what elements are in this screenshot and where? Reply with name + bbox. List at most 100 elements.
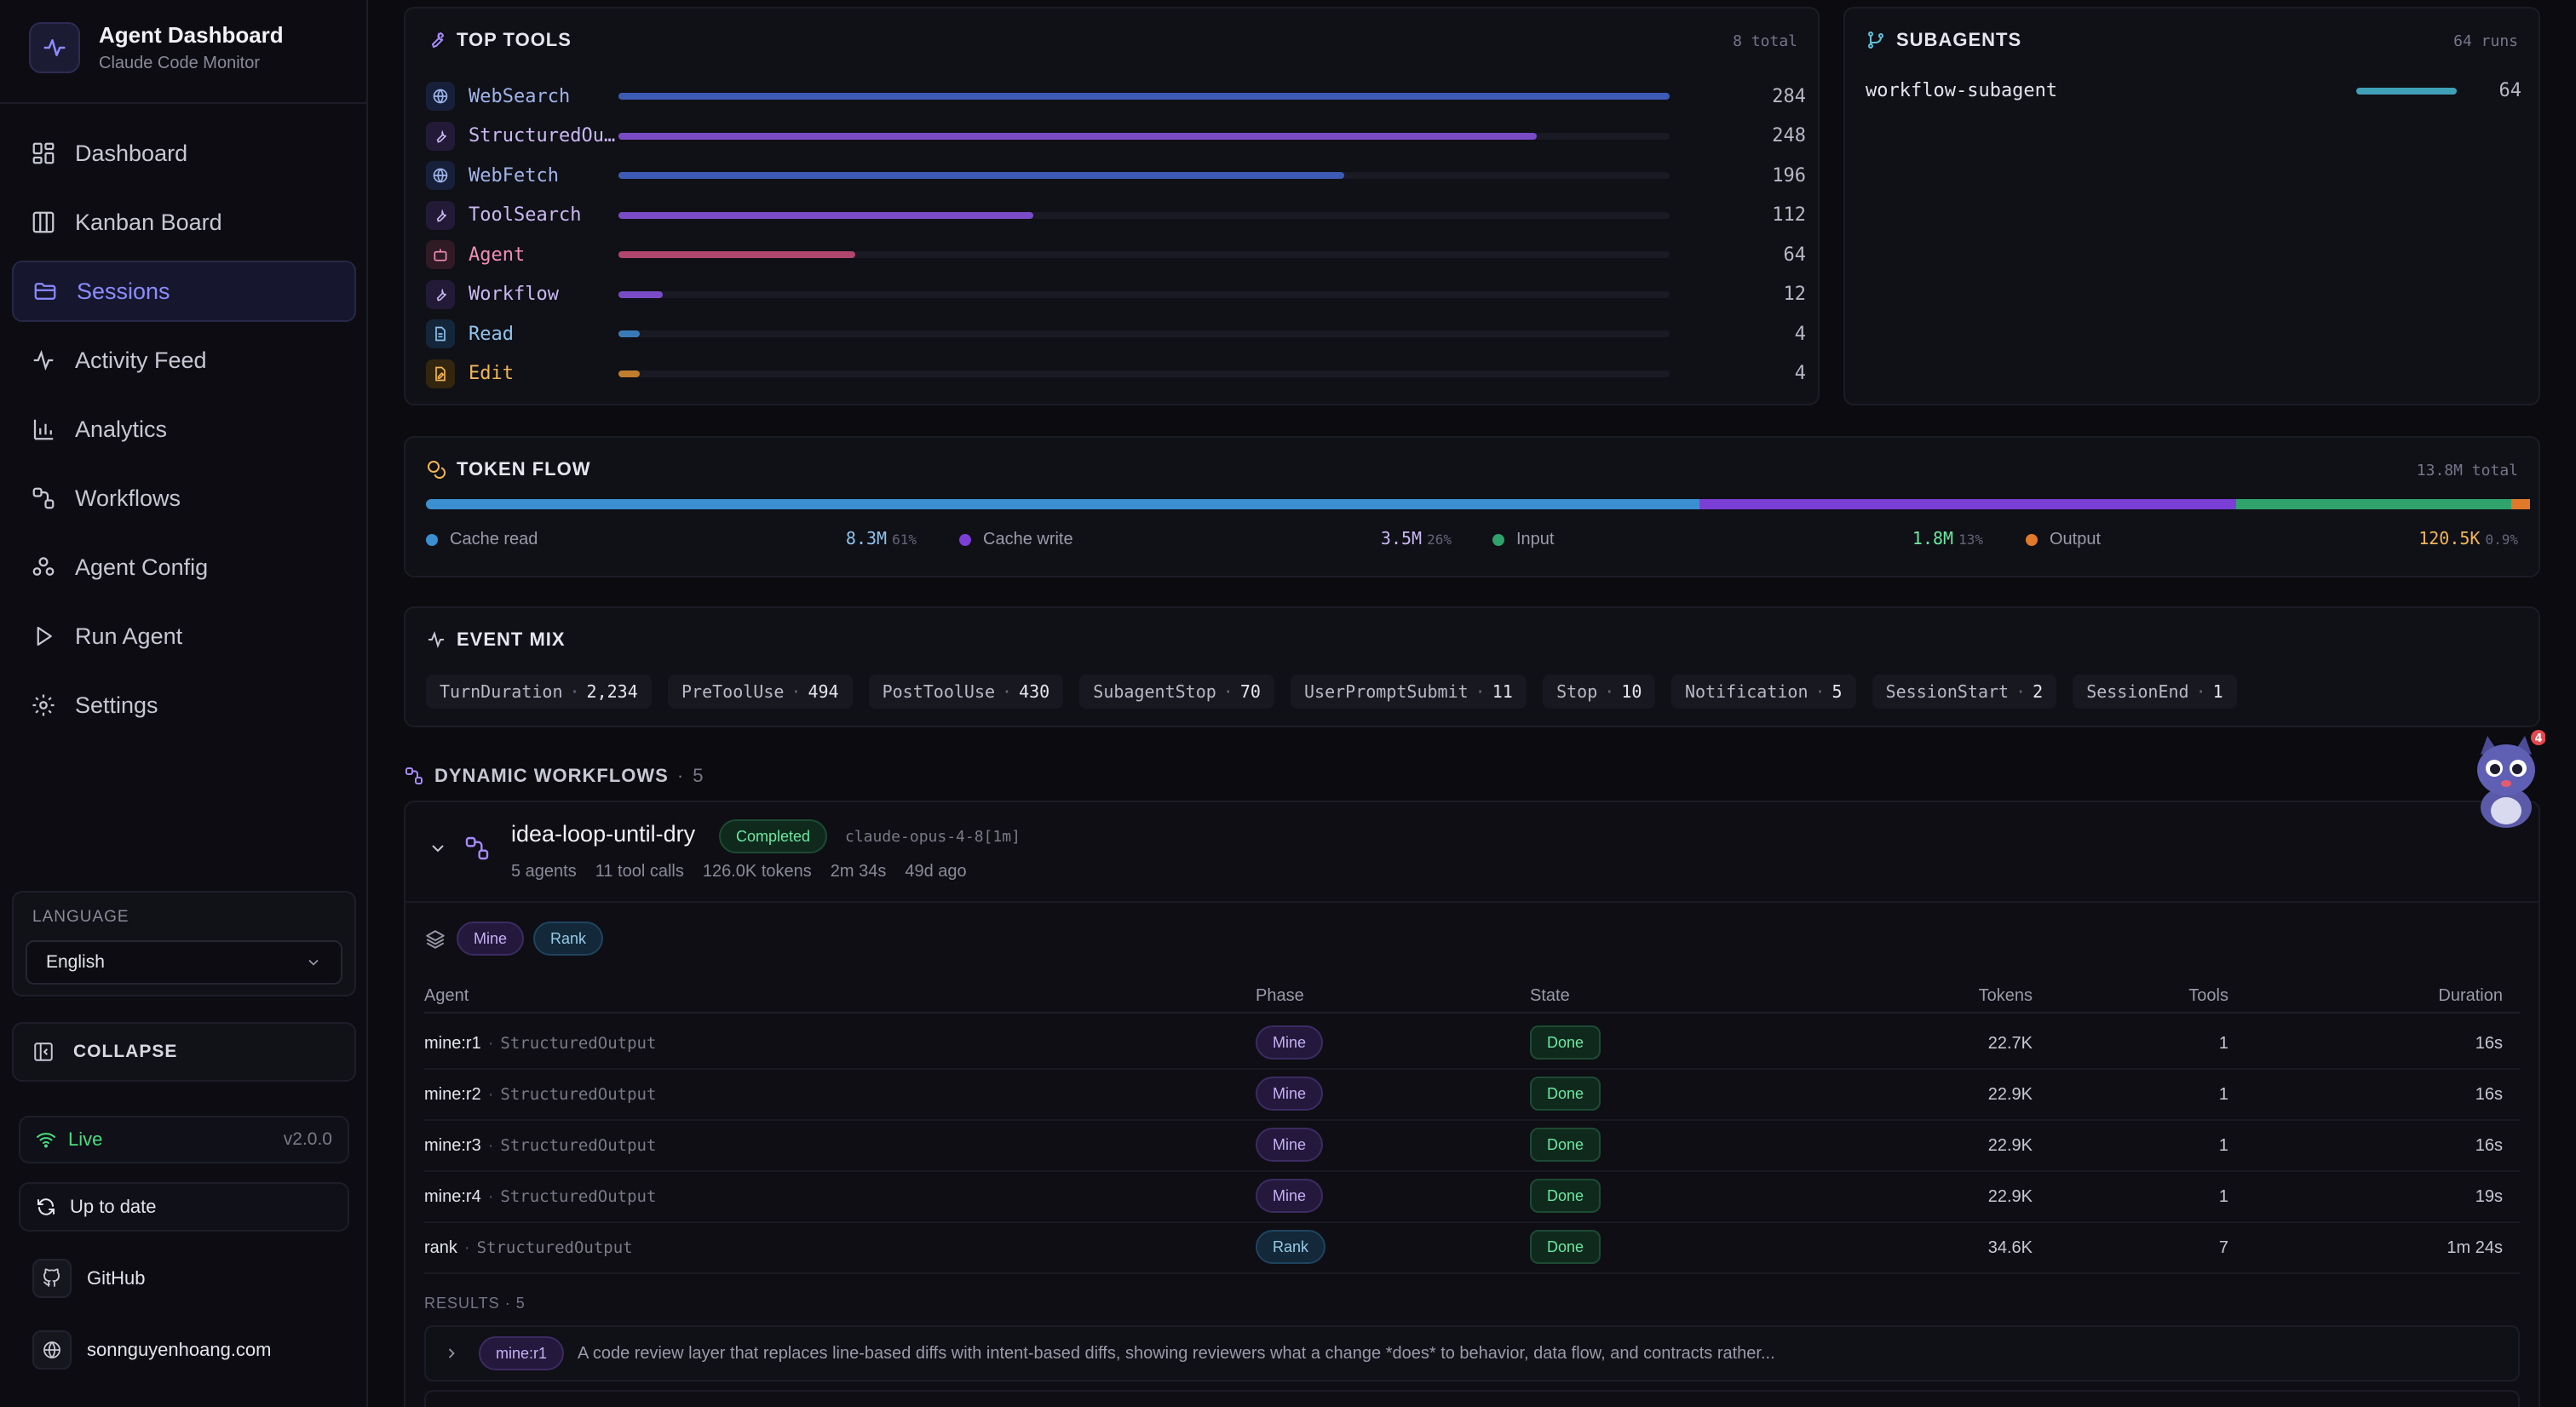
dot-separator: · xyxy=(569,681,580,702)
tool-name: WebFetch xyxy=(469,164,559,187)
legend-value-text: 3.5M xyxy=(1380,528,1423,548)
event-chip: SessionEnd · 1 xyxy=(2073,675,2237,709)
stat-agents: 5 agents xyxy=(511,862,577,881)
state-cell: Done xyxy=(1530,1077,1601,1111)
state-badge: Done xyxy=(1530,1077,1601,1111)
state-cell: Done xyxy=(1530,1128,1601,1162)
tool-name: Workflow xyxy=(469,284,559,305)
phase-filter-mine[interactable]: Mine xyxy=(457,922,525,956)
website-link[interactable]: sonnguyenhoang.com xyxy=(32,1330,272,1370)
subagent-row[interactable]: workflow-subagent 64 xyxy=(1866,80,2521,101)
event-count: 70 xyxy=(1239,681,1261,702)
nav-dashboard[interactable]: Dashboard xyxy=(12,123,356,184)
agent-name: mine:r4 xyxy=(424,1187,481,1206)
subagent-bar xyxy=(2356,87,2457,95)
token-segment xyxy=(2236,499,2511,509)
dot-separator: · xyxy=(487,1136,494,1155)
table-row[interactable]: mine:r2 · StructuredOutput Mine Done 22.9K 1 16… xyxy=(424,1070,2520,1121)
event-name: Notification xyxy=(1685,681,1808,702)
columns-icon xyxy=(32,211,55,233)
tool-row[interactable]: Workflow 12 xyxy=(426,279,1806,311)
phase-cell: Rank xyxy=(1256,1230,1326,1264)
event-chip: Stop · 10 xyxy=(1543,675,1656,709)
tool-row[interactable]: WebSearch 284 xyxy=(426,80,1806,112)
brand[interactable]: Agent Dashboard Claude Code Monitor xyxy=(29,22,284,73)
agent-name: mine:r2 xyxy=(424,1085,481,1104)
agent-tool: StructuredOutput xyxy=(500,1136,657,1155)
results-label: RESULTS · 5 xyxy=(424,1295,526,1312)
phase-pill: Mine xyxy=(1256,1077,1324,1111)
app-title: Agent Dashboard xyxy=(99,22,284,48)
tool-count: 64 xyxy=(1783,244,1807,266)
dot-separator: · xyxy=(676,765,685,786)
phase-filter-rank[interactable]: Rank xyxy=(533,922,604,956)
stat-tokens: 126.0K tokens xyxy=(702,862,812,881)
event-count: 494 xyxy=(808,681,839,702)
event-name: PostToolUse xyxy=(882,681,996,702)
nav-activity-feed[interactable]: Activity Feed xyxy=(12,330,356,391)
sidebar-collapse-icon xyxy=(34,1042,53,1061)
tool-row[interactable]: Agent 64 xyxy=(426,238,1806,271)
chevron-down-icon[interactable] xyxy=(428,838,448,859)
workflow-name[interactable]: idea-loop-until-dry xyxy=(511,821,696,847)
language-select[interactable]: English xyxy=(26,940,342,985)
table-row[interactable]: rank · StructuredOutput Rank Done 34.6K 7 1m 24… xyxy=(424,1223,2520,1274)
tool-name: WebSearch xyxy=(469,85,571,107)
event-chip: Notification · 5 xyxy=(1671,675,1856,709)
nav-agent-config[interactable]: Agent Config xyxy=(12,537,356,598)
collapse-button[interactable]: COLLAPSE xyxy=(12,1022,356,1082)
agent-cell: rank · StructuredOutput xyxy=(424,1238,633,1258)
nav-run-agent[interactable]: Run Agent xyxy=(12,606,356,667)
nav-analytics[interactable]: Analytics xyxy=(12,399,356,460)
play-icon xyxy=(37,626,52,646)
tool-row[interactable]: Read 4 xyxy=(426,318,1806,350)
table-header: Agent Phase State Tokens Tools Duration xyxy=(424,986,2520,1014)
legend-label: Input xyxy=(1516,530,1555,548)
col-duration: Duration xyxy=(2438,986,2503,1005)
event-name: SessionEnd xyxy=(2086,681,2189,702)
update-check-button[interactable]: Up to date xyxy=(19,1182,349,1232)
tool-name: Agent xyxy=(469,244,526,266)
language-value: English xyxy=(46,952,105,972)
workflow-icon xyxy=(32,487,55,509)
table-row[interactable]: mine:r3 · StructuredOutput Mine Done 22.9K 1 16… xyxy=(424,1121,2520,1172)
tool-row[interactable]: Edit 4 xyxy=(426,358,1806,390)
tool-name: ToolSearch xyxy=(469,204,582,226)
stat-age: 49d ago xyxy=(905,862,967,881)
tool-bar-track xyxy=(618,251,1670,258)
tool-bar-track xyxy=(618,132,1670,140)
sidebar-divider xyxy=(0,102,368,104)
event-count: 5 xyxy=(1831,681,1843,702)
activity-icon xyxy=(428,631,444,648)
event-count: 11 xyxy=(1492,681,1513,702)
coins-icon xyxy=(428,461,446,479)
legend-value-text: 8.3M xyxy=(845,528,888,548)
legend-percent: 26% xyxy=(1427,531,1452,548)
nav-kanban-board[interactable]: Kanban Board xyxy=(12,192,356,253)
dot-separator: · xyxy=(487,1034,494,1053)
tool-row[interactable]: ToolSearch 112 xyxy=(426,199,1806,232)
agent-cell: mine:r3 · StructuredOutput xyxy=(424,1136,656,1156)
dot-separator: · xyxy=(1604,681,1615,702)
tool-row[interactable]: StructuredOu… 248 xyxy=(426,120,1806,152)
tool-row[interactable]: WebFetch 196 xyxy=(426,159,1806,192)
dot-separator: · xyxy=(2195,681,2206,702)
grid-icon xyxy=(32,142,55,164)
legend-label: Output xyxy=(2050,530,2102,548)
result-row-partial[interactable] xyxy=(424,1390,2520,1407)
nav-label: Run Agent xyxy=(75,623,183,649)
github-link[interactable]: GitHub xyxy=(32,1259,145,1298)
cat-mascot-icon[interactable]: 4 xyxy=(2469,729,2545,831)
event-name: SubagentStop xyxy=(1093,681,1216,702)
result-row[interactable]: mine:r1 A code review layer that replace… xyxy=(424,1325,2520,1381)
result-agent-pill: mine:r1 xyxy=(479,1336,565,1370)
top-tools-count: 8 total xyxy=(1733,32,1797,50)
tools-cell: 1 xyxy=(2218,1136,2228,1155)
nav-settings[interactable]: Settings xyxy=(12,675,356,736)
nav-workflows[interactable]: Workflows xyxy=(12,468,356,529)
event-name: PreToolUse xyxy=(681,681,785,702)
table-row[interactable]: mine:r1 · StructuredOutput Mine Done 22.7K 1 16… xyxy=(424,1019,2520,1070)
table-row[interactable]: mine:r4 · StructuredOutput Mine Done 22.9K 1 19… xyxy=(424,1172,2520,1223)
nav-sessions[interactable]: Sessions xyxy=(12,261,356,322)
legend-percent: 0.9% xyxy=(2485,531,2518,548)
